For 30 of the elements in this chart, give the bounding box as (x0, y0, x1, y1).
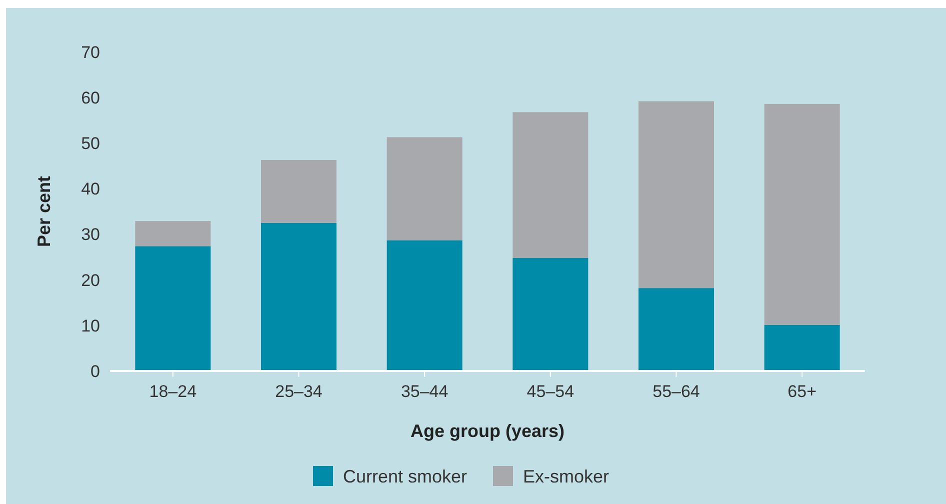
y-tick-label: 10 (81, 316, 100, 336)
bar (135, 246, 211, 371)
x-tick-label: 65+ (788, 382, 817, 401)
y-tick-label: 50 (81, 134, 100, 154)
y-tick-label: 70 (81, 42, 100, 62)
x-tick-label: 35–44 (400, 382, 448, 401)
bar (638, 101, 714, 288)
y-tick-label: 40 (81, 180, 100, 199)
legend-label: Current smoker (343, 466, 468, 486)
bar (135, 221, 211, 246)
y-tick-label: 0 (90, 362, 100, 381)
bar (512, 112, 588, 258)
y-tick-label: 60 (81, 88, 100, 108)
bar (261, 160, 336, 223)
x-axis-title: Age group (years) (410, 421, 565, 441)
x-tick-label: 55–64 (652, 382, 700, 401)
y-axis-title: Per cent (34, 176, 54, 248)
bar (638, 288, 714, 371)
y-tick-label: 20 (81, 270, 100, 290)
bar (386, 240, 462, 371)
x-tick-label: 25–34 (275, 382, 322, 401)
bar (764, 104, 840, 325)
x-tick-label: 45–54 (526, 382, 574, 401)
y-tick-label: 30 (81, 225, 100, 244)
legend-label: Ex-smoker (523, 466, 610, 486)
bar (261, 222, 336, 371)
bar (764, 324, 840, 371)
bar (386, 137, 462, 240)
x-tick-label: 18–24 (149, 382, 197, 401)
bar (512, 258, 588, 371)
